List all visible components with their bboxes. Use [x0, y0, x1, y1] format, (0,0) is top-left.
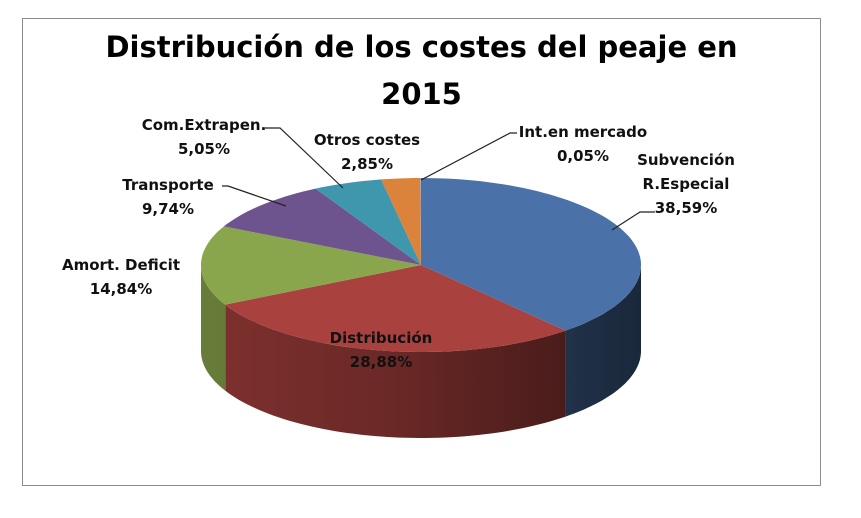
pie-side-amort-deficit	[201, 265, 226, 391]
pie-slice-subvenci-n-r-especial	[421, 178, 641, 331]
pie-slice-transporte	[223, 188, 421, 265]
pie-slice-otros-costes	[381, 178, 421, 265]
chart-frame	[22, 18, 821, 486]
leader-subvencion	[611, 211, 655, 231]
pie-slice-distribuci-n	[225, 265, 566, 352]
pie-slice-int-en-mercado	[420, 178, 421, 265]
label-subvencion: Subvención R.Especial 38,59%	[637, 151, 735, 217]
leader-int-mercado	[420, 132, 517, 181]
label-otros-costes: Otros costes 2,85%	[313, 131, 421, 173]
leader-com-extrapen	[265, 127, 344, 189]
leader-transporte	[222, 185, 287, 207]
pie-side-distribuci-n	[225, 304, 566, 438]
label-int-mercado: Int.en mercado 0,05%	[518, 123, 648, 165]
chart-title-line-1: Distribución de los costes del peaje en	[105, 30, 738, 64]
label-transporte: Transporte 9,74%	[122, 176, 214, 218]
chart-title-line-2: 2015	[381, 77, 462, 111]
pie-slice-amort-deficit	[201, 226, 421, 305]
label-amort-deficit: Amort. Deficit 14,84%	[62, 256, 180, 298]
pie-side-subvenci-n-r-especial	[565, 265, 641, 417]
label-distribucion: Distribución 28,88%	[329, 329, 433, 371]
pie-slice-com-extrapen-	[315, 179, 421, 265]
label-com-extrapen: Com.Extrapen. 5,05%	[141, 116, 267, 158]
